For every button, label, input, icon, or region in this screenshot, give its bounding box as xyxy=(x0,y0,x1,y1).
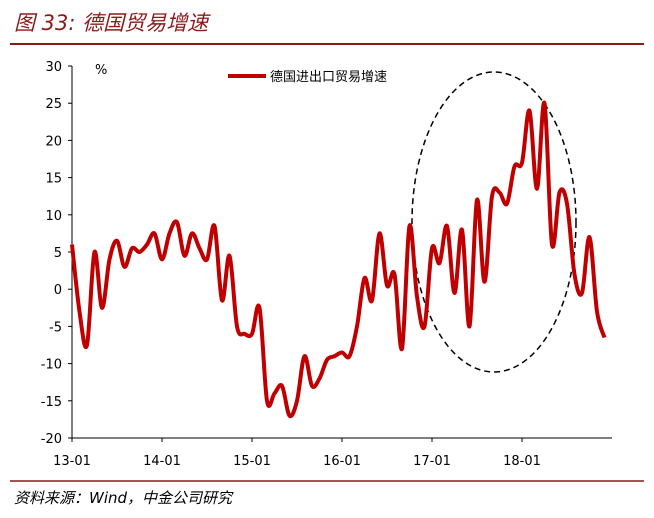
source: 资料来源：Wind，中金公司研究 xyxy=(14,489,234,507)
y-tick-label: 10 xyxy=(45,209,62,224)
x-tick-label: 17-01 xyxy=(413,454,451,469)
series-line xyxy=(70,101,607,419)
x-tick-label: 15-01 xyxy=(233,454,271,469)
y-tick-label: -15 xyxy=(41,395,62,410)
x-tick-label: 13-01 xyxy=(53,454,91,469)
y-tick-label: 30 xyxy=(45,60,62,75)
highlight-ellipse xyxy=(411,71,577,373)
legend-label: 德国进出口贸易增速 xyxy=(270,70,387,85)
y-tick-label: 5 xyxy=(54,246,62,261)
chart-title: 图 33: 德国贸易增速 xyxy=(14,11,211,35)
y-tick-label: 0 xyxy=(54,283,62,298)
x-tick-label: 14-01 xyxy=(143,454,181,469)
y-tick-label: -20 xyxy=(41,432,62,447)
y-tick-label: -10 xyxy=(41,358,62,373)
y-tick-label: -5 xyxy=(49,320,62,335)
unit-label: % xyxy=(95,63,107,78)
y-tick-label: 15 xyxy=(45,172,62,187)
x-tick-label: 18-01 xyxy=(503,454,541,469)
x-tick-label: 16-01 xyxy=(323,454,361,469)
y-tick-label: 25 xyxy=(45,97,62,112)
y-tick-label: 20 xyxy=(45,134,62,149)
